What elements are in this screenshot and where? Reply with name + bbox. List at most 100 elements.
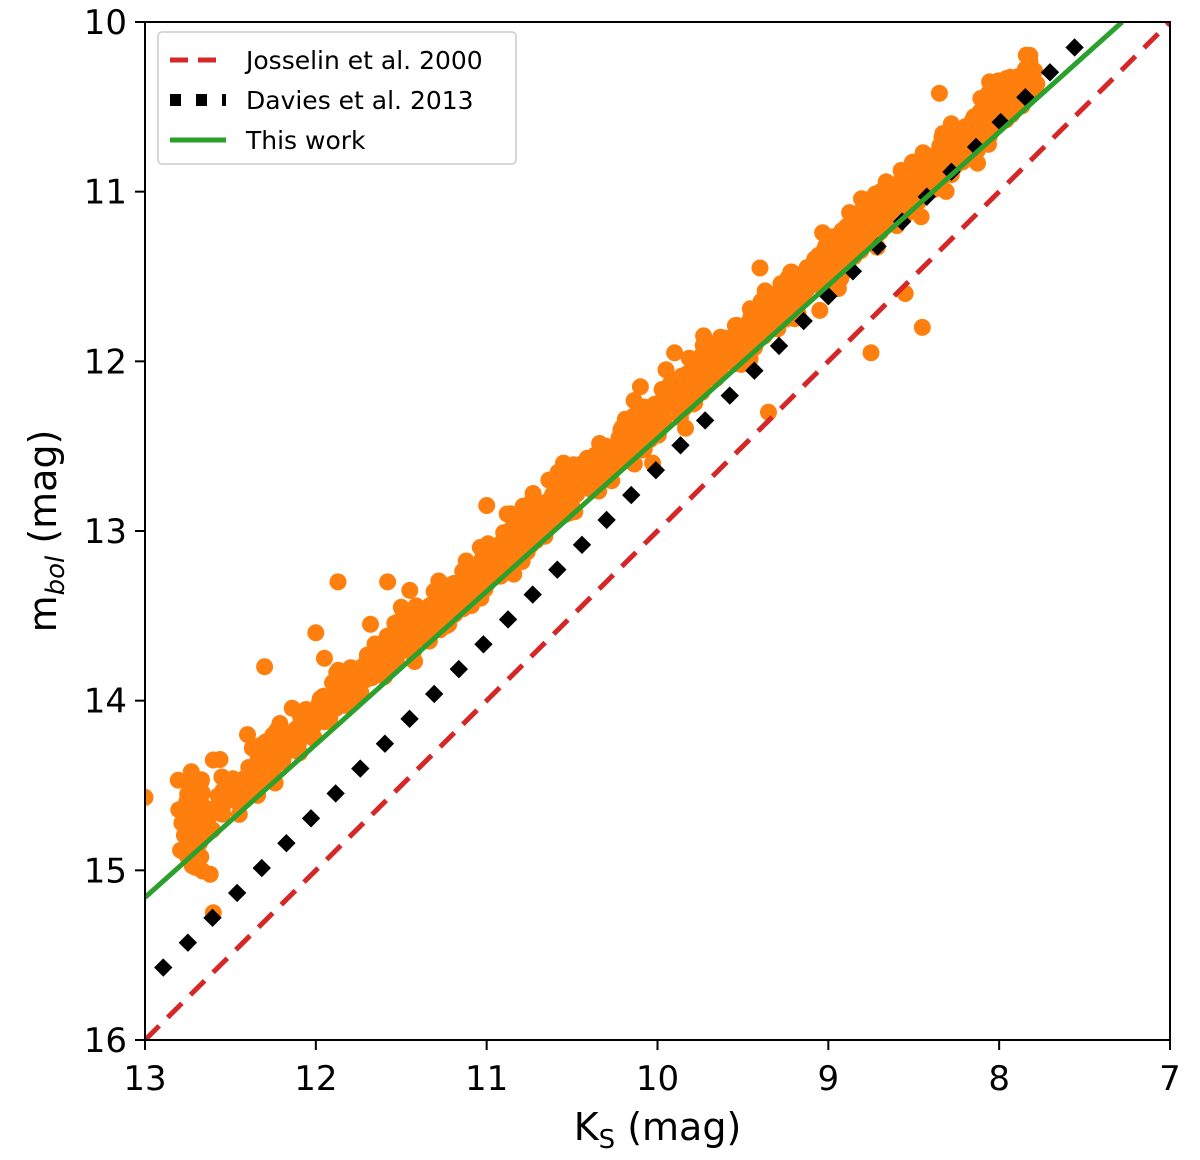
scatter-point bbox=[273, 751, 291, 769]
scatter-point bbox=[714, 330, 732, 348]
scatter-point bbox=[271, 715, 289, 732]
scatter-point bbox=[307, 624, 325, 642]
scatter-point bbox=[785, 276, 803, 294]
scatter-point bbox=[1002, 86, 1019, 104]
scatter-point bbox=[346, 671, 364, 689]
scatter-point bbox=[877, 173, 895, 191]
scatter-point bbox=[358, 646, 376, 664]
scatter-point bbox=[969, 154, 986, 172]
scatter-point bbox=[772, 306, 790, 324]
x-tick-label: 10 bbox=[636, 1059, 679, 1099]
scatter-point bbox=[608, 452, 626, 470]
scatter-point bbox=[760, 403, 777, 421]
scatter-point bbox=[942, 115, 960, 133]
y-tick-label: 16 bbox=[84, 1021, 127, 1061]
scatter-point bbox=[810, 261, 828, 279]
x-tick-label: 7 bbox=[1159, 1059, 1181, 1099]
legend-label-davies: Davies et al. 2013 bbox=[246, 86, 474, 115]
scatter-point bbox=[362, 615, 379, 633]
scatter-point bbox=[284, 731, 301, 748]
scatter-point bbox=[250, 752, 268, 770]
legend: Josselin et al. 2000 Davies et al. 2013 … bbox=[157, 31, 517, 165]
scatter-point bbox=[457, 552, 475, 570]
scatter-point bbox=[331, 696, 348, 714]
x-tick-label: 11 bbox=[465, 1059, 508, 1099]
scatter-point bbox=[474, 542, 492, 560]
scatter-point bbox=[184, 768, 202, 786]
scatter-point bbox=[1017, 46, 1035, 64]
scatter-point bbox=[912, 208, 930, 226]
scatter-point bbox=[256, 658, 274, 676]
y-tick-label: 14 bbox=[84, 682, 127, 722]
scatter-point bbox=[529, 522, 547, 540]
scatter-point bbox=[652, 414, 670, 432]
scatter-point bbox=[283, 699, 301, 717]
scatter-point bbox=[464, 571, 481, 589]
scatter-point bbox=[657, 361, 675, 379]
y-tick-label: 15 bbox=[84, 851, 127, 891]
x-tick-label: 8 bbox=[988, 1059, 1010, 1099]
scatter-point bbox=[392, 598, 410, 616]
scatter-point bbox=[423, 612, 441, 629]
scatter-point bbox=[555, 454, 572, 472]
scatter-point bbox=[399, 629, 417, 647]
scatter-point bbox=[750, 308, 768, 325]
scatter-point bbox=[689, 350, 707, 368]
scatter-point bbox=[930, 84, 948, 102]
axis-ticks: 13 12 11 10 9 8 7 10 11 12 13 14 15 16 bbox=[84, 3, 1181, 1099]
series-line-2 bbox=[145, 22, 1124, 900]
scatter-point bbox=[409, 606, 427, 624]
scatter-point bbox=[204, 751, 222, 769]
scatter-point bbox=[524, 485, 542, 502]
scatter-point bbox=[317, 710, 335, 728]
scatter-point bbox=[666, 344, 684, 362]
scatter-point bbox=[631, 378, 649, 396]
scatter-point bbox=[869, 211, 886, 229]
y-axis-label: mbol (mag) bbox=[21, 430, 71, 633]
scatter-point bbox=[498, 505, 516, 523]
scatter-point bbox=[324, 674, 341, 692]
series-line-0 bbox=[145, 22, 1170, 1040]
scatter-point bbox=[185, 821, 203, 839]
scatter-point bbox=[811, 301, 829, 319]
scatter-point bbox=[293, 715, 310, 733]
scatter-point bbox=[184, 804, 202, 822]
scatter-point bbox=[512, 528, 530, 545]
fit-lines bbox=[145, 22, 1170, 1040]
scatter-point bbox=[172, 841, 190, 859]
x-axis-label-main: K bbox=[574, 1105, 600, 1149]
scatter-point bbox=[492, 534, 510, 552]
y-axis-label-main: m bbox=[21, 595, 65, 632]
y-axis-label-sub: bol bbox=[41, 555, 71, 595]
scatter-point bbox=[890, 195, 908, 213]
scatter-point bbox=[862, 344, 880, 362]
scatter-point bbox=[383, 635, 401, 653]
scatter-point bbox=[769, 287, 787, 305]
x-tick-label: 9 bbox=[818, 1059, 840, 1099]
scatter-point bbox=[977, 95, 995, 113]
scatter-point bbox=[870, 187, 888, 204]
scatter-point bbox=[673, 367, 691, 385]
scatter-point bbox=[239, 726, 256, 744]
scatter-point bbox=[329, 573, 347, 591]
scatter-point bbox=[652, 396, 670, 414]
scatter-point bbox=[612, 421, 630, 439]
scatter-point bbox=[917, 156, 935, 174]
scatter-point bbox=[913, 172, 931, 190]
scatter-point bbox=[213, 768, 231, 786]
legend-label-josselin: Josselin et al. 2000 bbox=[244, 46, 483, 75]
legend-box bbox=[157, 31, 517, 165]
scatter-point bbox=[854, 212, 872, 230]
scatter-point bbox=[145, 788, 154, 806]
scatter-point bbox=[695, 327, 713, 345]
scatter-point bbox=[1026, 62, 1044, 80]
scatter-point bbox=[711, 354, 729, 372]
scatter-point bbox=[442, 576, 460, 594]
scatter-point bbox=[976, 115, 994, 133]
scatter-point bbox=[379, 573, 397, 591]
series-line-1 bbox=[154, 24, 1098, 977]
scatter-point bbox=[478, 497, 496, 514]
scatter-point bbox=[545, 504, 563, 522]
scatter-point bbox=[249, 769, 267, 787]
